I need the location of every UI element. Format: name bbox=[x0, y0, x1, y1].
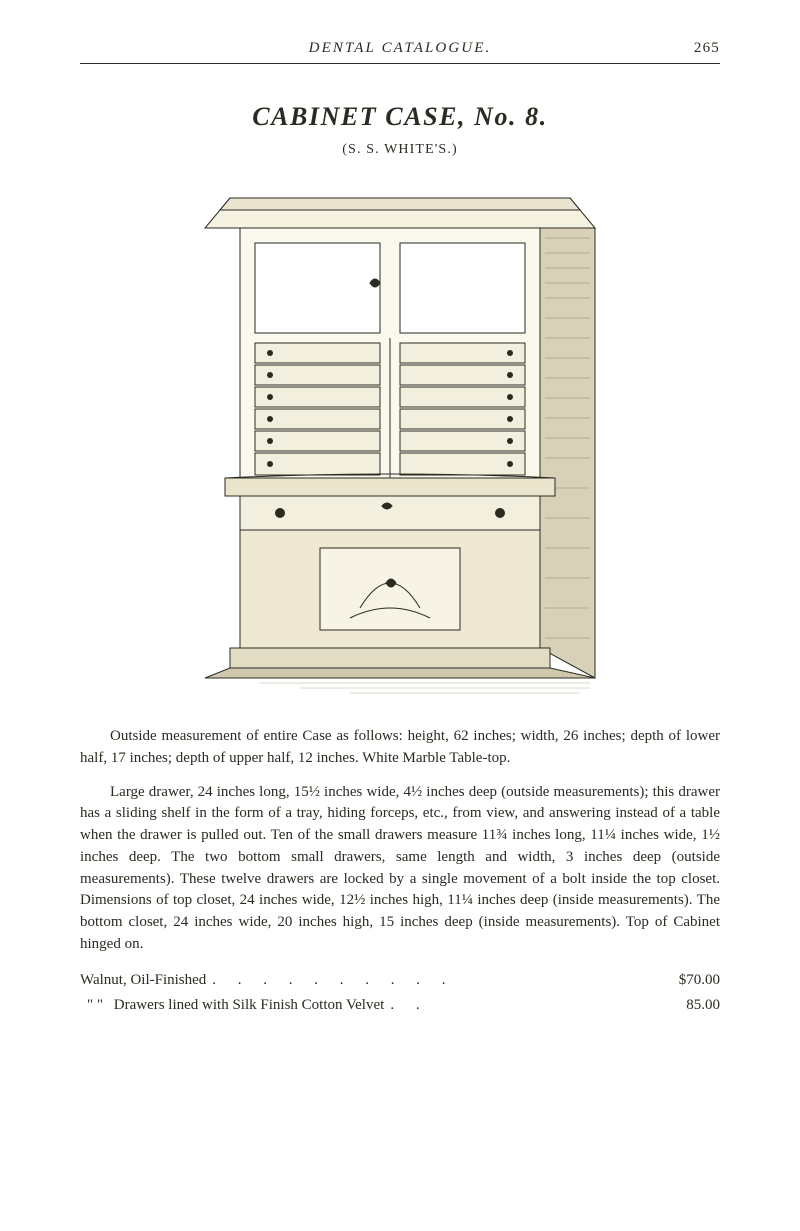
paragraph-2: Large drawer, 24 inches long, 15½ inches… bbox=[80, 782, 720, 956]
subtitle: (S. S. WHITE'S.) bbox=[80, 142, 720, 158]
dot-leader: . . bbox=[390, 993, 644, 1018]
price-amount: 85.00 bbox=[650, 993, 720, 1017]
price-label: " " Drawers lined with Silk Finish Cotto… bbox=[80, 993, 384, 1017]
running-head-title: DENTAL CATALOGUE. bbox=[140, 40, 660, 57]
running-head: DENTAL CATALOGUE. 265 bbox=[80, 40, 720, 64]
price-row: " " Drawers lined with Silk Finish Cotto… bbox=[80, 993, 720, 1018]
page: DENTAL CATALOGUE. 265 CABINET CASE, No. … bbox=[0, 0, 800, 1231]
price-label: Walnut, Oil-Finished bbox=[80, 968, 206, 992]
price-label-text: Drawers lined with Silk Finish Cotton Ve… bbox=[114, 997, 385, 1013]
dot-leader: . . . . . . . . . . bbox=[212, 968, 644, 993]
price-amount: $70.00 bbox=[650, 968, 720, 992]
main-title: CABINET CASE, No. 8. bbox=[80, 102, 720, 132]
ditto-mark: " " bbox=[80, 993, 110, 1017]
page-number: 265 bbox=[660, 40, 720, 57]
body-text: Outside measurement of entire Case as fo… bbox=[80, 726, 720, 956]
paragraph-1: Outside measurement of entire Case as fo… bbox=[80, 726, 720, 770]
cabinet-illustration bbox=[200, 178, 600, 698]
price-row: Walnut, Oil-Finished . . . . . . . . . .… bbox=[80, 968, 720, 993]
price-block: Walnut, Oil-Finished . . . . . . . . . .… bbox=[80, 968, 720, 1018]
